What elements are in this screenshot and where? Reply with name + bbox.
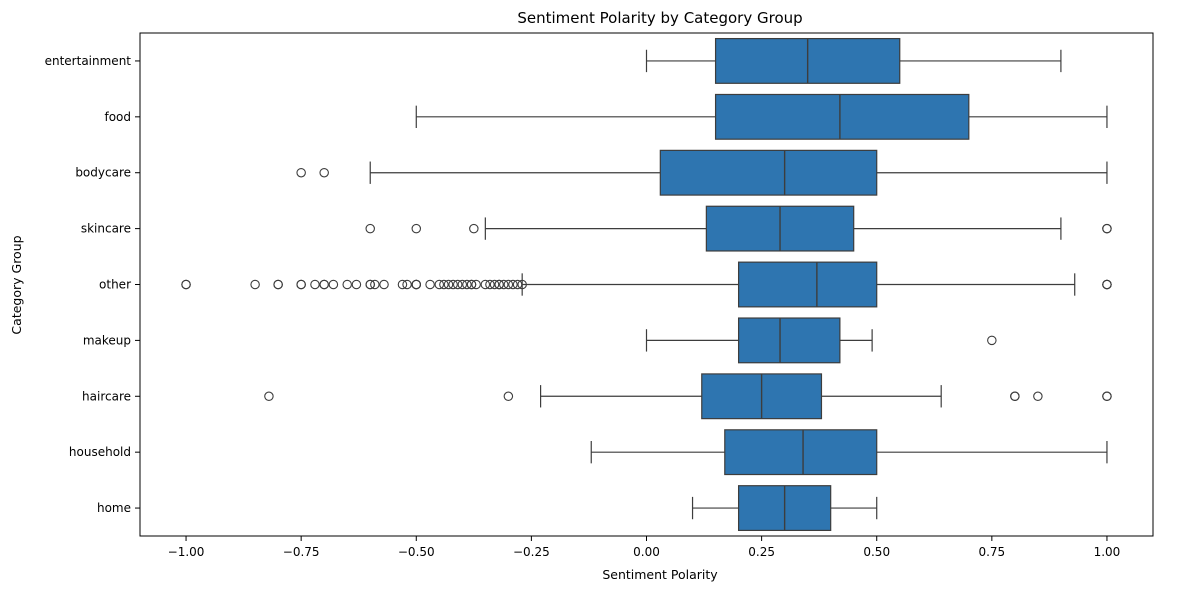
y-tick-label-haircare: haircare xyxy=(82,389,131,403)
y-tick-label-home: home xyxy=(97,501,131,515)
outlier-other xyxy=(319,279,329,290)
outlier-other xyxy=(471,279,481,290)
y-axis-label: Category Group xyxy=(9,235,24,334)
outlier-other xyxy=(508,279,518,290)
outlier-other xyxy=(485,279,495,290)
outlier-other xyxy=(296,279,306,290)
x-tick-label: −0.25 xyxy=(513,545,550,559)
outlier-other xyxy=(411,279,422,290)
outlier-other xyxy=(494,279,504,290)
outlier-other xyxy=(517,279,527,290)
iqr-box-household xyxy=(724,429,878,476)
y-axis-ticks: entertainment food bodycare skincare other ma… xyxy=(45,54,140,515)
box-home xyxy=(691,485,878,532)
y-tick-label-bodycare: bodycare xyxy=(75,166,131,180)
iqr-box-food xyxy=(714,93,970,140)
outlier-other xyxy=(457,279,468,290)
box-household xyxy=(590,429,1108,476)
outlier-other xyxy=(379,279,389,290)
box-makeup xyxy=(645,317,997,364)
outlier-skincare xyxy=(411,223,422,234)
y-tick-label-skincare: skincare xyxy=(81,222,131,236)
outlier-haircare xyxy=(503,391,514,402)
outlier-other xyxy=(480,279,491,290)
outlier-other xyxy=(452,279,463,290)
outlier-bodycare xyxy=(319,167,329,178)
box-skincare xyxy=(365,205,1112,252)
outlier-other xyxy=(466,279,477,290)
outlier-other xyxy=(351,279,362,290)
iqr-box-makeup xyxy=(737,317,841,364)
outlier-other xyxy=(328,279,339,290)
outlier-other xyxy=(370,279,380,290)
y-tick-label-household: household xyxy=(69,445,131,459)
plot-area xyxy=(181,37,1112,532)
outlier-haircare xyxy=(264,391,274,402)
outlier-other xyxy=(342,279,352,290)
outlier-makeup xyxy=(987,335,997,346)
outlier-other xyxy=(402,279,412,290)
outlier-other xyxy=(499,279,509,290)
outlier-other xyxy=(443,279,454,290)
y-tick-label-makeup: makeup xyxy=(83,333,131,347)
x-tick-label: 0.25 xyxy=(748,545,775,559)
outlier-other xyxy=(397,279,408,290)
outlier-other xyxy=(425,279,435,290)
outlier-other xyxy=(181,279,191,290)
outlier-other xyxy=(434,279,445,290)
x-axis-ticks: −1.00 −0.75 −0.50 −0.25 0.00 0.25 0.50 0.75 1.00 xyxy=(168,536,1121,559)
outlier-skincare xyxy=(365,223,375,234)
outlier-other xyxy=(512,279,523,290)
outlier-other xyxy=(250,279,260,290)
outlier-other xyxy=(503,279,514,290)
outlier-other xyxy=(448,279,458,290)
outlier-other xyxy=(310,279,320,290)
x-axis-label: Sentiment Polarity xyxy=(602,567,718,582)
x-tick-label: 0.00 xyxy=(633,545,660,559)
outlier-other xyxy=(273,279,283,290)
outlier-other xyxy=(439,279,449,290)
outlier-other xyxy=(1102,279,1112,290)
x-tick-label: −0.50 xyxy=(398,545,435,559)
outlier-haircare xyxy=(1102,391,1112,402)
outlier-haircare xyxy=(1033,391,1043,402)
box-haircare xyxy=(264,373,1112,420)
x-tick-label: 1.00 xyxy=(1094,545,1121,559)
iqr-box-other xyxy=(737,261,878,308)
y-tick-label-food: food xyxy=(104,110,131,124)
x-tick-label: 0.75 xyxy=(978,545,1005,559)
chart-title: Sentiment Polarity by Category Group xyxy=(517,9,802,27)
x-tick-label: 0.50 xyxy=(863,545,890,559)
outlier-other xyxy=(365,279,375,290)
box-food xyxy=(415,93,1108,140)
iqr-box-bodycare xyxy=(659,149,878,196)
y-tick-label-other: other xyxy=(99,278,131,292)
outlier-other xyxy=(489,279,500,290)
outlier-bodycare xyxy=(296,167,306,178)
outlier-haircare xyxy=(1010,391,1020,402)
box-bodycare xyxy=(296,149,1108,196)
box-other xyxy=(181,261,1112,308)
outlier-other xyxy=(462,279,472,290)
outlier-skincare xyxy=(469,223,479,234)
box-entertainment xyxy=(645,37,1062,84)
x-tick-label: −1.00 xyxy=(168,545,205,559)
y-tick-label-entertainment: entertainment xyxy=(45,54,132,68)
x-tick-label: −0.75 xyxy=(283,545,320,559)
outlier-skincare xyxy=(1102,223,1112,234)
